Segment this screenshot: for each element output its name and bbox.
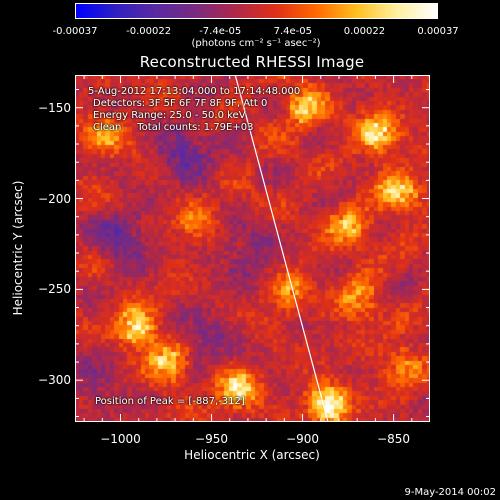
- colorbar: [75, 3, 438, 19]
- x-tick-label: −1000: [100, 432, 141, 446]
- annotation-detectors: Detectors: 3F 5F 6F 7F 8F 9F, Att 0: [93, 98, 268, 109]
- annotation-energy: Energy Range: 25.0 - 50.0 keV: [93, 110, 246, 121]
- chart-title: Reconstructed RHESSI Image: [139, 53, 365, 71]
- x-tick-label: −950: [195, 432, 229, 446]
- colorbar-tick-label: -0.00022: [126, 26, 172, 37]
- colorbar-tick-label: 7.4e-05: [273, 26, 312, 37]
- colorbar-tick-label: 0.00037: [417, 26, 459, 37]
- colorbar-tick-label: -7.4e-05: [199, 26, 242, 37]
- colorbar-unit: (photons cm⁻² s⁻¹ asec⁻²): [191, 38, 321, 49]
- y-axis-label: Heliocentric Y (arcsec): [11, 180, 25, 316]
- x-tick-label: −900: [286, 432, 320, 446]
- y-tick-label: −250: [38, 282, 71, 297]
- y-tick-label: −200: [38, 191, 71, 206]
- colorbar-tick-label: 0.00022: [343, 26, 386, 37]
- y-tick-label: −150: [38, 100, 71, 115]
- annotation-time: 5-Aug-2012 17:13:04.000 to 17:14:48.000: [88, 86, 301, 97]
- x-axis-label: Heliocentric X (arcsec): [184, 448, 320, 462]
- footer-timestamp: 9-May-2014 00:02: [404, 487, 496, 498]
- heatmap-image: [75, 75, 430, 422]
- annotation-peak: Position of Peak = [-887,-312]: [95, 396, 245, 407]
- annotation-counts: Clean Total counts: 1.79E+03: [93, 122, 254, 133]
- y-tick-label: −300: [38, 373, 71, 388]
- x-tick-label: −850: [377, 432, 411, 446]
- plot-frame: [75, 75, 430, 422]
- colorbar-tick-label: -0.00037: [52, 26, 98, 37]
- plot-overlay: [75, 75, 430, 422]
- limb-line: [234, 75, 329, 422]
